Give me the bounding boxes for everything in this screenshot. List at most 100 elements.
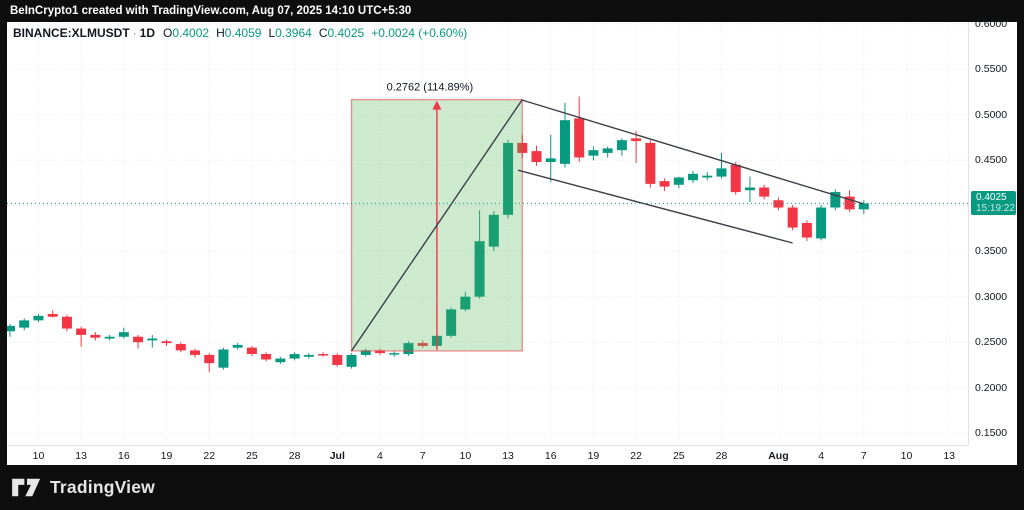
time-axis-label: 7: [860, 450, 867, 462]
tradingview-logo-icon: [12, 478, 41, 497]
candle-body: [474, 241, 485, 297]
candle-body: [332, 354, 343, 365]
candle-body: [189, 350, 200, 355]
candle-body: [417, 343, 428, 346]
time-axis-label: 10: [32, 450, 45, 462]
candle-body: [289, 354, 300, 359]
price-axis-label: 0.1500: [975, 427, 1008, 440]
interval-label[interactable]: 1D: [139, 26, 156, 40]
candle-body: [61, 316, 72, 329]
candle-body: [204, 354, 215, 364]
price-axis[interactable]: 0.4025 15:19:22 0.6000 0.5500 0.5000 0.4500…: [968, 18, 1017, 445]
candle-body: [403, 343, 414, 355]
candle-body: [374, 350, 385, 354]
change-label: +0.0024 (+0.60%): [371, 26, 468, 40]
time-axis-label: 4: [377, 450, 383, 462]
time-axis-label: 19: [160, 450, 173, 462]
candle-body: [104, 336, 115, 339]
candle-body: [631, 138, 642, 142]
time-axis-label: 10: [900, 450, 913, 462]
time-axis-label: Aug: [768, 450, 789, 462]
candle-body: [503, 142, 514, 215]
candle-body: [460, 296, 471, 310]
wedge-upper-line[interactable]: [522, 99, 865, 205]
price-axis-label: 0.5500: [975, 63, 1008, 76]
current-price-badge: 0.4025 15:19:22: [971, 191, 1016, 216]
candle-body: [161, 341, 172, 344]
trendline[interactable]: [350, 99, 523, 352]
time-axis-label: 25: [246, 450, 258, 462]
measure-arrow-head: [432, 100, 442, 110]
price-axis-label: 0.2500: [975, 336, 1008, 349]
candle-body: [844, 196, 855, 210]
candle-body: [76, 328, 87, 335]
time-axis-label: 13: [75, 450, 87, 462]
time-axis-label: 28: [715, 450, 728, 462]
time-axis-label: 7: [419, 450, 426, 462]
tradingview-brand-text[interactable]: TradingView: [50, 477, 155, 497]
candle-body: [275, 358, 286, 363]
candle-body: [47, 313, 58, 317]
candle-body: [716, 168, 727, 177]
candle-body: [545, 158, 556, 163]
candle-body: [488, 214, 499, 247]
candle-body: [773, 200, 784, 208]
wedge-lower-line[interactable]: [517, 169, 793, 244]
candle-body: [759, 187, 770, 197]
time-axis-label: 25: [672, 450, 685, 462]
price-axis-label: 0.6000: [975, 17, 1008, 30]
candle-body: [602, 148, 613, 153]
chart-panel: BINANCE:XLMUSDT · 1D O0.4002 H0.4059 L0.3964 C…: [7, 18, 1017, 465]
candle-body: [730, 164, 741, 193]
attribution-text: BeInCrypto1 created with TradingView.com…: [10, 5, 412, 17]
price-axis-label: 0.3000: [975, 290, 1008, 303]
candle-body: [816, 207, 827, 239]
symbol-title[interactable]: BINANCE:XLMUSDT: [13, 26, 130, 40]
symbol-legend[interactable]: BINANCE:XLMUSDT · 1D O0.4002 H0.4059 L0.3964 C…: [13, 26, 467, 40]
current-price-value: 0.4025: [976, 192, 1007, 204]
ohlc-open: O0.4002: [163, 26, 210, 40]
candle-body: [346, 354, 357, 367]
candle-body: [318, 354, 329, 356]
time-axis-label: 13: [943, 450, 956, 462]
candle-body: [232, 344, 243, 348]
footer-bar: TradingView: [0, 465, 1024, 510]
candle-body: [588, 150, 599, 156]
candle-body: [616, 140, 627, 151]
candle-body: [147, 338, 158, 341]
candle-body: [787, 207, 798, 228]
measure-label: 0.2762 (114.89%): [387, 82, 474, 94]
time-axis[interactable]: 10 13 16 19 22 25 28 Jul 4 7 10 13 16 19 22 25 28 Aug 4 7 10…: [7, 445, 968, 465]
price-axis-label: 0.4500: [975, 154, 1008, 167]
time-axis-label: 16: [544, 450, 557, 462]
candle-body: [659, 181, 670, 187]
candlestick-chart[interactable]: 0.2762 (114.89%): [7, 22, 968, 445]
candle-body: [801, 222, 812, 238]
time-axis-label: 22: [203, 450, 216, 462]
candle-body: [574, 118, 585, 158]
candle-body: [261, 354, 272, 360]
candle-body: [133, 336, 144, 343]
candle-body: [830, 192, 841, 208]
candle-body: [446, 309, 457, 336]
time-axis-label: Jul: [329, 450, 345, 462]
candle-body: [389, 353, 400, 355]
time-axis-label: 16: [117, 450, 130, 462]
candle-body: [90, 334, 101, 338]
candle-body: [118, 332, 129, 337]
price-axis-label: 0.5000: [975, 108, 1008, 121]
price-axis-label: 0.3500: [975, 245, 1008, 258]
candle-body: [33, 315, 44, 321]
candle-body: [531, 151, 542, 163]
legend-separator: ·: [132, 26, 137, 40]
time-axis-label: 28: [288, 450, 301, 462]
candle-body: [744, 187, 755, 191]
tradingview-link[interactable]: TradingView: [12, 477, 155, 498]
bar-countdown: 15:19:22: [976, 203, 1015, 215]
ohlc-high: H0.4059: [216, 26, 262, 40]
candle-body: [858, 203, 869, 210]
time-axis-label: 13: [502, 450, 514, 462]
time-axis-label: 19: [587, 450, 600, 462]
time-axis-label: 4: [818, 450, 825, 462]
candle-body: [673, 177, 684, 185]
